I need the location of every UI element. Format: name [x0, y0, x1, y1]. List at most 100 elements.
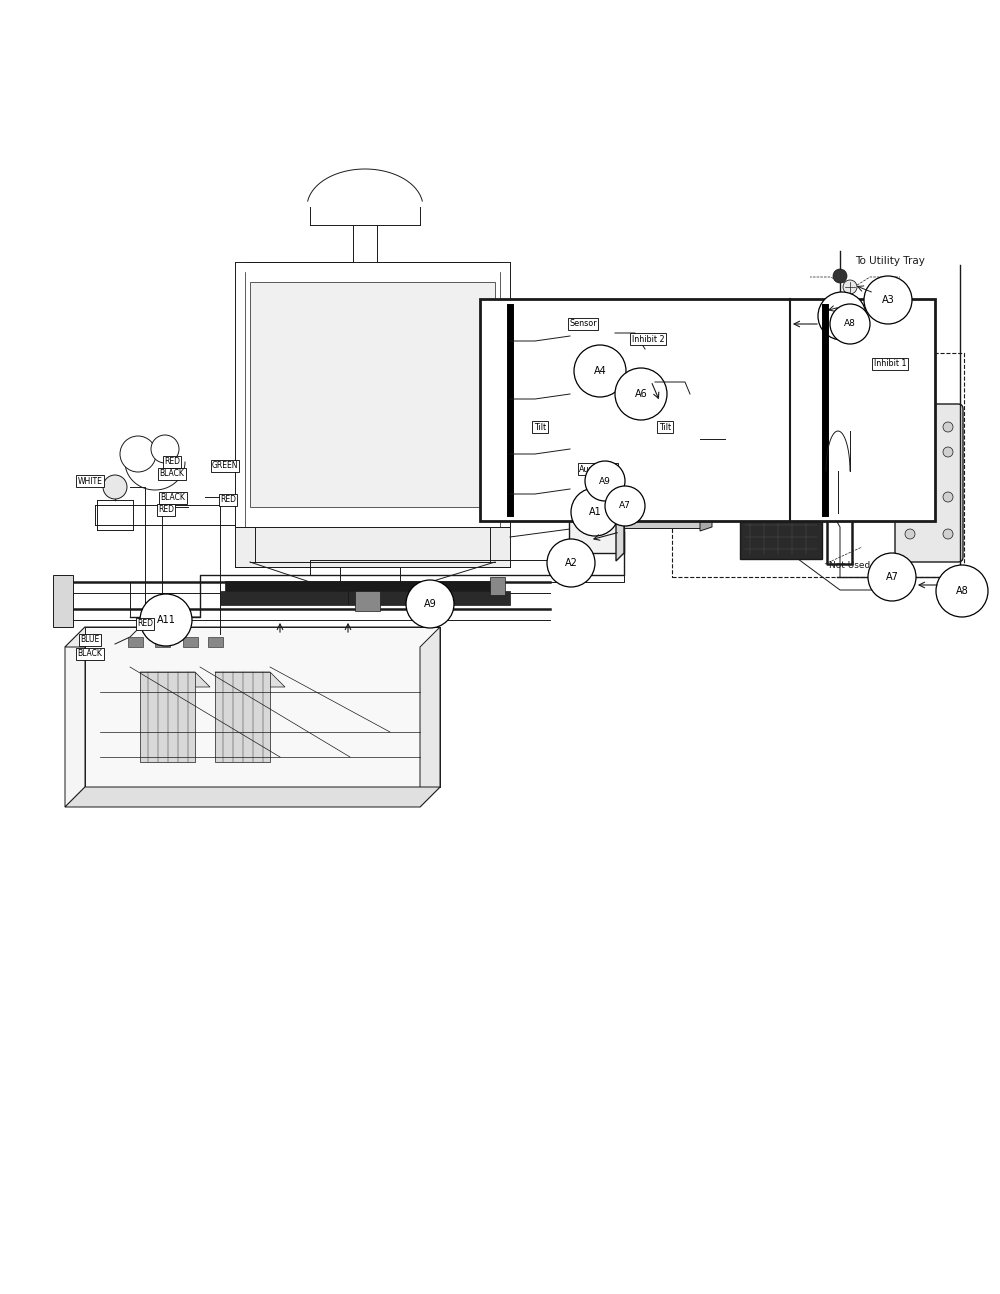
Circle shape: [833, 269, 847, 283]
Circle shape: [615, 367, 667, 421]
Circle shape: [605, 487, 645, 525]
Text: Inhibit 1: Inhibit 1: [874, 360, 906, 369]
Polygon shape: [215, 672, 285, 687]
FancyBboxPatch shape: [895, 404, 963, 562]
Circle shape: [140, 594, 192, 646]
Text: Tilt: Tilt: [534, 423, 546, 431]
Text: A4: A4: [594, 366, 606, 377]
FancyBboxPatch shape: [840, 441, 872, 453]
FancyBboxPatch shape: [623, 324, 655, 347]
Polygon shape: [624, 514, 700, 528]
FancyBboxPatch shape: [645, 375, 700, 408]
Circle shape: [585, 461, 625, 501]
Text: A8: A8: [956, 586, 968, 597]
Text: A3: A3: [882, 295, 894, 305]
FancyBboxPatch shape: [840, 423, 872, 435]
FancyBboxPatch shape: [840, 387, 872, 399]
Text: BLACK: BLACK: [160, 470, 184, 479]
Bar: [155, 637, 170, 647]
Bar: [225, 581, 495, 591]
Polygon shape: [616, 443, 624, 562]
Bar: [53, 575, 73, 628]
Polygon shape: [569, 443, 624, 553]
Circle shape: [943, 446, 953, 457]
FancyBboxPatch shape: [610, 383, 642, 408]
Text: Not Used: Not Used: [829, 560, 870, 569]
Circle shape: [813, 331, 827, 345]
Circle shape: [905, 492, 915, 502]
Polygon shape: [140, 672, 210, 687]
Text: A7: A7: [886, 572, 898, 582]
Circle shape: [905, 422, 915, 432]
Circle shape: [584, 502, 600, 518]
Circle shape: [943, 529, 953, 540]
Text: Sensor: Sensor: [569, 320, 597, 329]
Polygon shape: [420, 628, 440, 807]
Text: RED: RED: [164, 458, 180, 467]
Bar: [220, 591, 510, 606]
Bar: [355, 591, 380, 611]
Text: RED: RED: [220, 496, 236, 505]
Bar: [183, 637, 198, 647]
Circle shape: [818, 292, 866, 340]
Circle shape: [843, 280, 857, 294]
Circle shape: [103, 475, 127, 499]
Bar: [480, 299, 935, 521]
Circle shape: [936, 565, 988, 617]
Text: Tilt: Tilt: [659, 423, 671, 431]
Text: BLACK: BLACK: [78, 650, 102, 659]
Circle shape: [574, 345, 626, 397]
Circle shape: [547, 540, 595, 587]
Circle shape: [571, 488, 619, 536]
Bar: [140, 672, 195, 762]
Polygon shape: [85, 628, 440, 787]
Text: To Utility Tray: To Utility Tray: [855, 256, 925, 267]
FancyBboxPatch shape: [540, 316, 615, 355]
Text: A5: A5: [836, 311, 848, 321]
Polygon shape: [700, 512, 712, 531]
Circle shape: [406, 580, 454, 628]
Circle shape: [815, 305, 829, 320]
FancyBboxPatch shape: [707, 380, 732, 402]
Circle shape: [586, 468, 598, 480]
Circle shape: [830, 304, 870, 344]
Text: BLACK: BLACK: [161, 493, 185, 502]
Text: Inhibit 2: Inhibit 2: [632, 335, 664, 343]
Polygon shape: [65, 628, 85, 807]
Bar: [490, 577, 505, 595]
Circle shape: [868, 553, 916, 600]
Bar: [250, 282, 495, 507]
Text: A7: A7: [619, 502, 631, 511]
Bar: [740, 419, 822, 559]
FancyBboxPatch shape: [528, 377, 603, 414]
Text: A9: A9: [599, 476, 611, 485]
Circle shape: [151, 435, 179, 463]
FancyBboxPatch shape: [850, 432, 885, 454]
Text: WHITE: WHITE: [78, 476, 102, 485]
Text: A11: A11: [157, 615, 175, 625]
Bar: [215, 672, 270, 762]
Bar: [685, 449, 735, 514]
Polygon shape: [561, 432, 624, 443]
FancyBboxPatch shape: [845, 379, 895, 408]
Circle shape: [120, 436, 156, 472]
Text: BLUE: BLUE: [80, 635, 100, 644]
Text: A2: A2: [565, 558, 577, 568]
FancyBboxPatch shape: [840, 405, 872, 417]
FancyBboxPatch shape: [670, 426, 710, 454]
FancyBboxPatch shape: [850, 466, 880, 484]
Circle shape: [864, 276, 912, 324]
Bar: [235, 527, 510, 567]
FancyBboxPatch shape: [840, 375, 872, 387]
FancyBboxPatch shape: [850, 321, 905, 351]
Circle shape: [943, 492, 953, 502]
Text: RED: RED: [137, 620, 153, 629]
Circle shape: [943, 422, 953, 432]
Text: RED: RED: [158, 506, 174, 515]
Text: Auxilliary: Auxilliary: [579, 465, 617, 474]
Bar: [745, 393, 805, 419]
Text: A9: A9: [424, 599, 436, 609]
Text: A8: A8: [844, 320, 856, 329]
Text: A1: A1: [589, 507, 601, 518]
Polygon shape: [65, 787, 440, 807]
